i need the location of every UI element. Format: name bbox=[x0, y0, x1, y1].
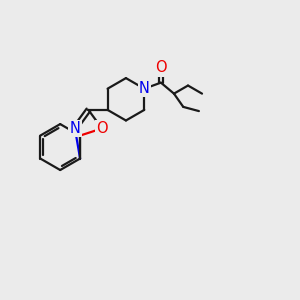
Text: N: N bbox=[70, 121, 80, 136]
Text: O: O bbox=[155, 60, 167, 75]
Text: N: N bbox=[139, 81, 150, 96]
Text: O: O bbox=[96, 121, 108, 136]
